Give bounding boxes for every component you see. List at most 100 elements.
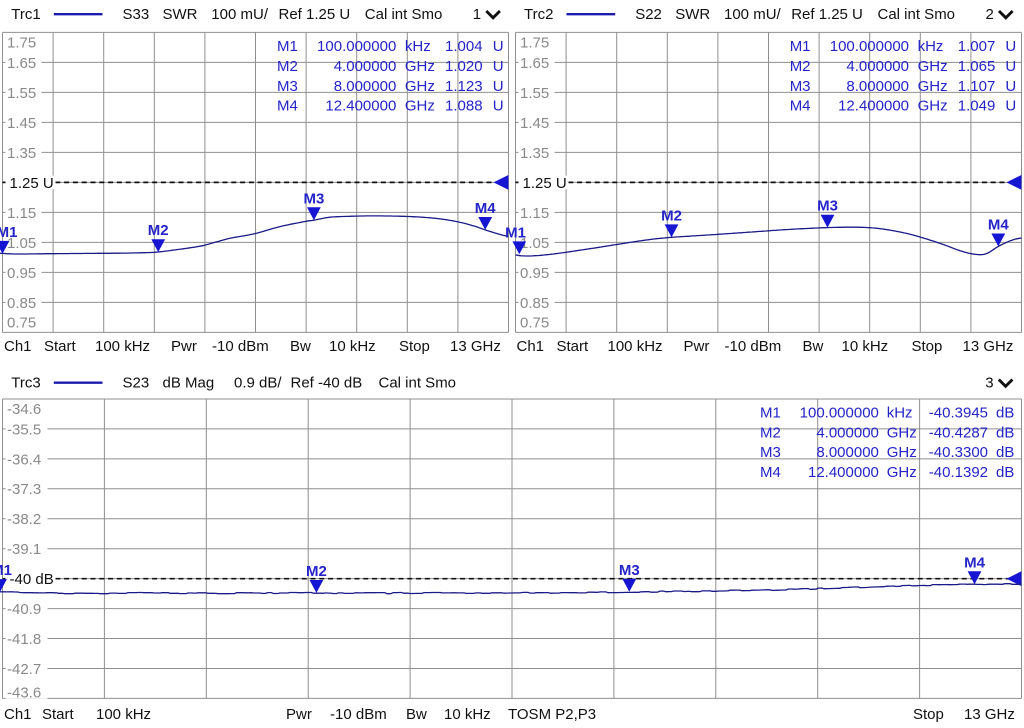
- svg-text:3: 3: [985, 374, 993, 391]
- svg-text:100 mU/: 100 mU/: [211, 6, 269, 23]
- svg-text:-40 dB: -40 dB: [10, 571, 54, 588]
- svg-text:100 kHz: 100 kHz: [96, 706, 151, 723]
- svg-text:10 kHz: 10 kHz: [329, 338, 376, 355]
- svg-text:M1: M1: [277, 38, 298, 55]
- svg-text:1.049: 1.049: [958, 98, 996, 115]
- svg-text:SWR: SWR: [675, 6, 710, 23]
- svg-text:8.000000: 8.000000: [816, 444, 879, 461]
- svg-text:1.15: 1.15: [520, 205, 549, 222]
- svg-text:Stop: Stop: [399, 338, 430, 355]
- svg-text:1.25 U: 1.25 U: [523, 175, 567, 192]
- svg-text:U: U: [1005, 38, 1016, 55]
- svg-text:GHz: GHz: [887, 424, 917, 441]
- svg-text:Ch1: Ch1: [4, 338, 32, 355]
- svg-text:-40.3300: -40.3300: [929, 444, 988, 461]
- svg-text:U: U: [493, 38, 504, 55]
- svg-text:-43.6: -43.6: [7, 684, 41, 701]
- svg-text:1.35: 1.35: [520, 145, 549, 162]
- svg-text:1.123: 1.123: [445, 78, 483, 95]
- svg-text:S23: S23: [123, 374, 150, 391]
- svg-text:0.75: 0.75: [520, 315, 549, 332]
- svg-text:1.088: 1.088: [445, 98, 483, 115]
- svg-text:kHz: kHz: [887, 405, 913, 422]
- svg-text:0.9 dB/: 0.9 dB/: [234, 374, 282, 391]
- svg-text:1.75: 1.75: [7, 34, 36, 51]
- svg-text:10 kHz: 10 kHz: [444, 706, 491, 723]
- svg-text:Cal int Smo: Cal int Smo: [365, 6, 443, 23]
- svg-text:1.15: 1.15: [7, 205, 36, 222]
- svg-text:U: U: [493, 98, 504, 115]
- svg-text:dB: dB: [996, 424, 1014, 441]
- svg-text:Ref: Ref: [291, 374, 315, 391]
- svg-text:-10 dBm: -10 dBm: [725, 338, 782, 355]
- svg-text:Cal int Smo: Cal int Smo: [878, 6, 956, 23]
- svg-text:GHz: GHz: [918, 78, 948, 95]
- svg-text:GHz: GHz: [887, 464, 917, 481]
- svg-text:Trc1: Trc1: [11, 6, 40, 23]
- svg-text:1.25 U: 1.25 U: [819, 6, 863, 23]
- svg-text:GHz: GHz: [918, 58, 948, 75]
- svg-text:Ch1: Ch1: [4, 706, 32, 723]
- svg-text:1.75: 1.75: [520, 34, 549, 51]
- svg-text:8.000000: 8.000000: [334, 78, 397, 95]
- svg-text:M2: M2: [760, 424, 781, 441]
- svg-text:1.65: 1.65: [7, 55, 36, 72]
- svg-text:1.107: 1.107: [958, 78, 996, 95]
- svg-text:Start: Start: [557, 338, 590, 355]
- svg-text:1.05: 1.05: [7, 235, 36, 252]
- svg-text:-40 dB: -40 dB: [318, 374, 362, 391]
- svg-text:M2: M2: [148, 222, 169, 239]
- svg-text:13 GHz: 13 GHz: [964, 706, 1015, 723]
- svg-text:1.05: 1.05: [520, 235, 549, 252]
- svg-text:S33: S33: [123, 6, 150, 23]
- svg-text:100.000000: 100.000000: [830, 38, 909, 55]
- svg-text:0.75: 0.75: [7, 315, 36, 332]
- svg-text:-39.1: -39.1: [7, 541, 41, 558]
- svg-text:-40.1392: -40.1392: [929, 464, 988, 481]
- svg-text:M3: M3: [277, 78, 298, 95]
- svg-text:Ref: Ref: [279, 6, 303, 23]
- svg-text:0.85: 0.85: [7, 295, 36, 312]
- svg-text:100 kHz: 100 kHz: [608, 338, 663, 355]
- svg-text:0.95: 0.95: [7, 265, 36, 282]
- svg-text:100.000000: 100.000000: [800, 405, 879, 422]
- svg-text:Start: Start: [44, 338, 77, 355]
- svg-text:Bw: Bw: [406, 706, 427, 723]
- svg-text:1.55: 1.55: [520, 85, 549, 102]
- svg-text:M3: M3: [790, 78, 811, 95]
- svg-text:8.000000: 8.000000: [846, 78, 909, 95]
- svg-text:12.400000: 12.400000: [808, 464, 879, 481]
- svg-text:U: U: [493, 58, 504, 75]
- svg-text:1.45: 1.45: [7, 115, 36, 132]
- svg-text:-41.8: -41.8: [7, 631, 41, 648]
- svg-text:-40.4287: -40.4287: [929, 424, 988, 441]
- svg-text:Trc2: Trc2: [524, 6, 553, 23]
- svg-text:M1: M1: [505, 224, 526, 241]
- svg-text:M1: M1: [760, 405, 781, 422]
- svg-text:4.000000: 4.000000: [334, 58, 397, 75]
- svg-text:1.35: 1.35: [7, 145, 36, 162]
- svg-text:-35.5: -35.5: [7, 421, 41, 438]
- svg-text:U: U: [493, 78, 504, 95]
- svg-text:-40.3945: -40.3945: [929, 405, 988, 422]
- svg-text:M4: M4: [964, 554, 985, 571]
- svg-text:Bw: Bw: [803, 338, 824, 355]
- svg-text:SWR: SWR: [163, 6, 198, 23]
- svg-text:Bw: Bw: [290, 338, 311, 355]
- svg-text:TOSM P2,P3: TOSM P2,P3: [508, 706, 596, 723]
- svg-text:dB: dB: [996, 444, 1014, 461]
- svg-text:dB: dB: [996, 464, 1014, 481]
- svg-text:M4: M4: [475, 200, 496, 217]
- svg-text:13 GHz: 13 GHz: [450, 338, 501, 355]
- svg-text:Stop: Stop: [913, 706, 944, 723]
- svg-text:100.000000: 100.000000: [317, 38, 396, 55]
- svg-text:M2: M2: [790, 58, 811, 75]
- svg-text:M1: M1: [790, 38, 811, 55]
- svg-text:4.000000: 4.000000: [846, 58, 909, 75]
- svg-text:GHz: GHz: [887, 444, 917, 461]
- svg-text:13 GHz: 13 GHz: [963, 338, 1014, 355]
- svg-text:GHz: GHz: [405, 58, 435, 75]
- svg-text:kHz: kHz: [405, 38, 431, 55]
- svg-text:100 kHz: 100 kHz: [95, 338, 150, 355]
- svg-text:Ch1: Ch1: [517, 338, 545, 355]
